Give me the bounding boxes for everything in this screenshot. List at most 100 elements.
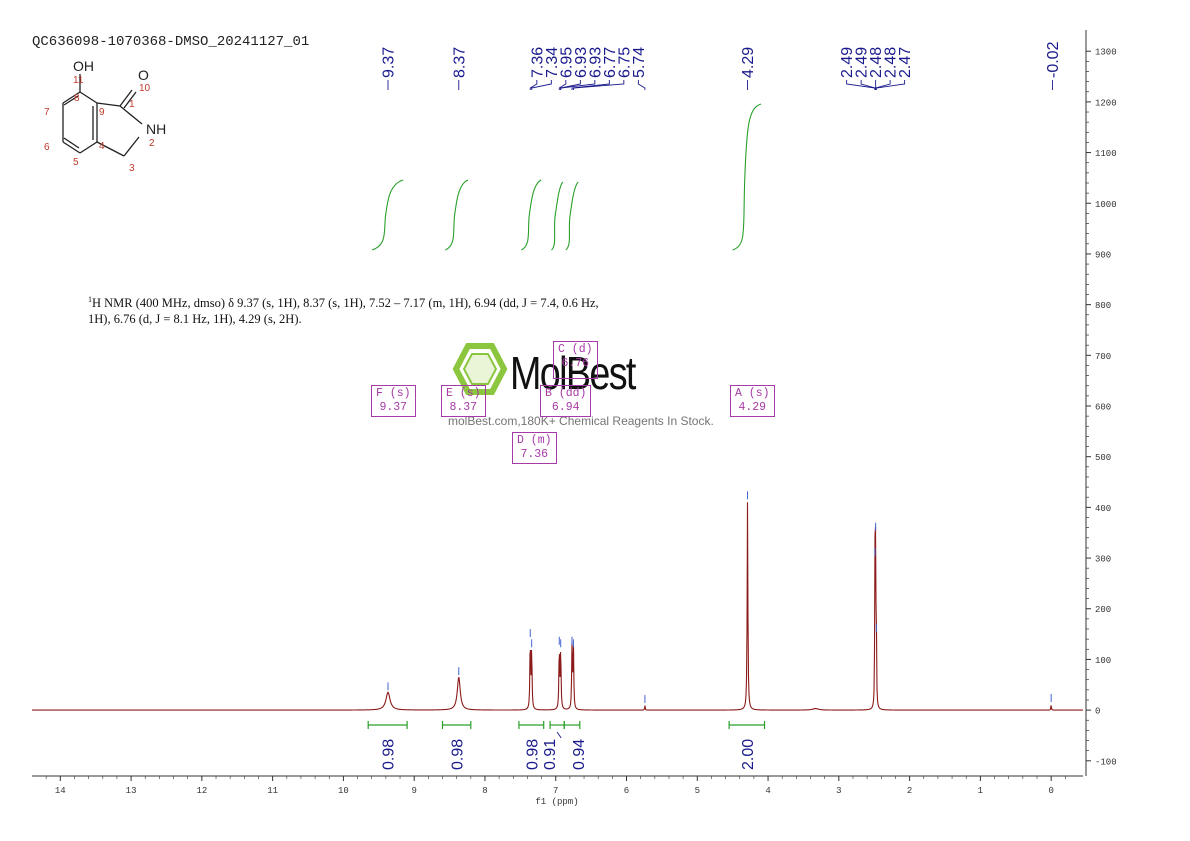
multiplet-box-a: A (s) 4.29 bbox=[730, 385, 775, 417]
x-tick-label: 6 bbox=[624, 786, 629, 796]
integral-curve bbox=[732, 103, 762, 251]
y-tick-label: 1000 bbox=[1095, 200, 1117, 210]
spectrum-line bbox=[32, 502, 1083, 711]
peak-label-line bbox=[560, 80, 596, 90]
multiplet-shift: 6.76 bbox=[561, 357, 590, 370]
x-tick-label: 14 bbox=[55, 786, 66, 796]
integral-curve bbox=[565, 181, 579, 251]
multiplet-title: E (s) bbox=[446, 387, 481, 400]
peak-label: 6.93 bbox=[573, 47, 590, 78]
y-tick-label: -100 bbox=[1095, 757, 1117, 767]
multiplet-shift: 7.36 bbox=[520, 448, 549, 461]
y-tick-label: 1300 bbox=[1095, 48, 1117, 58]
x-tick-label: 0 bbox=[1048, 786, 1053, 796]
y-tick-label: 1200 bbox=[1095, 98, 1117, 108]
peak-label-line bbox=[860, 80, 876, 90]
multiplet-title: D (m) bbox=[517, 434, 552, 447]
peak-label: 2.49 bbox=[854, 47, 871, 78]
x-tick-label: 2 bbox=[907, 786, 912, 796]
spectrum-trace bbox=[32, 502, 1083, 711]
peak-label: 6.93 bbox=[587, 47, 604, 78]
integral-value: 0.91 bbox=[542, 739, 559, 770]
y-tick-label: 200 bbox=[1095, 605, 1111, 615]
x-tick-label: 4 bbox=[765, 786, 770, 796]
atom-number: 2 bbox=[149, 138, 155, 149]
atom-number: 5 bbox=[73, 157, 79, 168]
atom-number: 6 bbox=[44, 142, 50, 153]
integral-curve bbox=[521, 179, 542, 251]
multiplet-title: B (dd) bbox=[545, 387, 587, 400]
peak-label: 4.29 bbox=[740, 47, 757, 78]
peak-markers bbox=[387, 491, 1052, 704]
multiplet-shift: 4.29 bbox=[738, 401, 767, 414]
y-tick-label: 0 bbox=[1095, 707, 1100, 717]
x-tick-label: 13 bbox=[126, 786, 137, 796]
integral-curves bbox=[371, 103, 762, 251]
x-axis: 14 13 12 11 10 9 8 7 6 5 4 3 2 1 0 bbox=[32, 775, 1083, 796]
multiplet-title: C (d) bbox=[558, 343, 593, 356]
y-tick-label: 400 bbox=[1095, 504, 1111, 514]
multiplet-title: A (s) bbox=[735, 387, 770, 400]
y-tick-label: 500 bbox=[1095, 453, 1111, 463]
peak-label: 2.48 bbox=[868, 47, 885, 78]
x-tick-label: 11 bbox=[267, 786, 278, 796]
atom-number: 4 bbox=[99, 141, 105, 152]
atom-label: OH bbox=[73, 58, 94, 74]
peak-labels: 9.37 8.37 7.367.346.956.936.936.776.755.74… bbox=[380, 41, 1062, 78]
peak-label: 2.47 bbox=[897, 47, 914, 78]
peak-label: 6.75 bbox=[616, 47, 633, 78]
integral-curve bbox=[445, 179, 469, 251]
peak-label: 6.95 bbox=[558, 47, 575, 78]
x-tick-label: 7 bbox=[553, 786, 558, 796]
y-tick-label: 600 bbox=[1095, 403, 1111, 413]
multiplet-title: F (s) bbox=[376, 387, 411, 400]
integral-value: 0.98 bbox=[381, 739, 398, 770]
y-tick-label: 800 bbox=[1095, 301, 1111, 311]
atom-number: 10 bbox=[139, 83, 151, 94]
watermark-brand: MolBest bbox=[510, 347, 636, 399]
peak-label: 8.37 bbox=[451, 47, 468, 78]
peak-label-line bbox=[531, 80, 552, 90]
multiplet-box-f: F (s) 9.37 bbox=[371, 385, 416, 417]
peak-label-line bbox=[875, 80, 906, 90]
peak-label: 9.37 bbox=[380, 47, 397, 78]
multiplet-box-b: B (dd) 6.94 bbox=[540, 385, 592, 417]
peak-label-line bbox=[572, 80, 625, 90]
multiplet-box-d: D (m) 7.36 bbox=[512, 432, 557, 464]
nmr-description: 1H NMR (400 MHz, dmso) δ 9.37 (s, 1H), 8… bbox=[88, 292, 648, 327]
integral-value: 0.94 bbox=[571, 739, 588, 770]
integral-value: 0.98 bbox=[524, 739, 541, 770]
y-tick-label: 900 bbox=[1095, 250, 1111, 260]
y-tick-label: 300 bbox=[1095, 555, 1111, 565]
peak-label: -0.02 bbox=[1045, 41, 1062, 78]
sample-id: QC636098-1070368-DMSO_20241127_01 bbox=[32, 34, 310, 50]
peak-label-line bbox=[558, 80, 567, 90]
chemical-structure: OH O NH 11 10 8 1 7 9 6 4 2 5 3 bbox=[44, 58, 166, 174]
multiplet-shift: 8.37 bbox=[449, 401, 478, 414]
multiplet-box-e: E (s) 8.37 bbox=[441, 385, 486, 417]
x-tick-label: 9 bbox=[411, 786, 416, 796]
x-tick-label: 3 bbox=[836, 786, 841, 796]
multiplet-shift: 9.37 bbox=[379, 401, 408, 414]
integral-bars: 0.98 0.98 0.98 0.91 0.94 2.00 bbox=[367, 721, 766, 770]
multiplet-shift: 6.94 bbox=[551, 401, 580, 414]
y-tick-label: 700 bbox=[1095, 352, 1111, 362]
multiplet-box-c: C (d) 6.76 bbox=[553, 341, 598, 379]
atom-label: NH bbox=[146, 121, 166, 137]
x-tick-label: 8 bbox=[482, 786, 487, 796]
integral-value: 2.00 bbox=[740, 739, 757, 770]
atom-number: 9 bbox=[99, 107, 105, 118]
x-tick-label: 1 bbox=[978, 786, 983, 796]
integral-leader bbox=[556, 731, 562, 739]
peak-label-line bbox=[529, 80, 538, 90]
peak-label: 6.77 bbox=[602, 47, 619, 78]
peak-label-line bbox=[875, 80, 891, 90]
x-tick-label: 5 bbox=[695, 786, 700, 796]
peak-label: 2.48 bbox=[883, 47, 900, 78]
y-axis: -100 0 100 200 300 400 500 600 700 800 900 1000 1100… bbox=[1085, 30, 1117, 776]
peak-label-line bbox=[637, 80, 646, 90]
caption-line-1: H NMR (400 MHz, dmso) δ 9.37 (s, 1H), 8.… bbox=[92, 296, 599, 311]
peak-label: 7.36 bbox=[529, 47, 546, 78]
peak-label-lines bbox=[387, 80, 1054, 90]
